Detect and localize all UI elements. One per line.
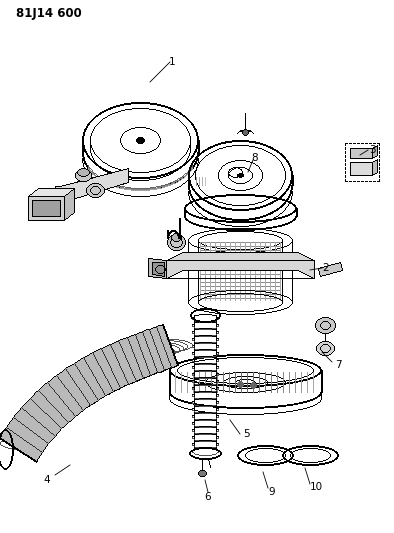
- Text: 4: 4: [44, 475, 50, 485]
- Text: 8: 8: [252, 153, 258, 163]
- Text: 1: 1: [169, 57, 175, 67]
- Text: 9: 9: [269, 487, 275, 497]
- Text: 5: 5: [243, 429, 250, 439]
- Text: 81J14 600: 81J14 600: [16, 7, 82, 20]
- Text: 10: 10: [309, 482, 323, 492]
- Text: 6: 6: [205, 492, 211, 502]
- Text: 7: 7: [335, 360, 341, 370]
- Text: 3: 3: [369, 145, 375, 155]
- Text: 2: 2: [323, 263, 329, 273]
